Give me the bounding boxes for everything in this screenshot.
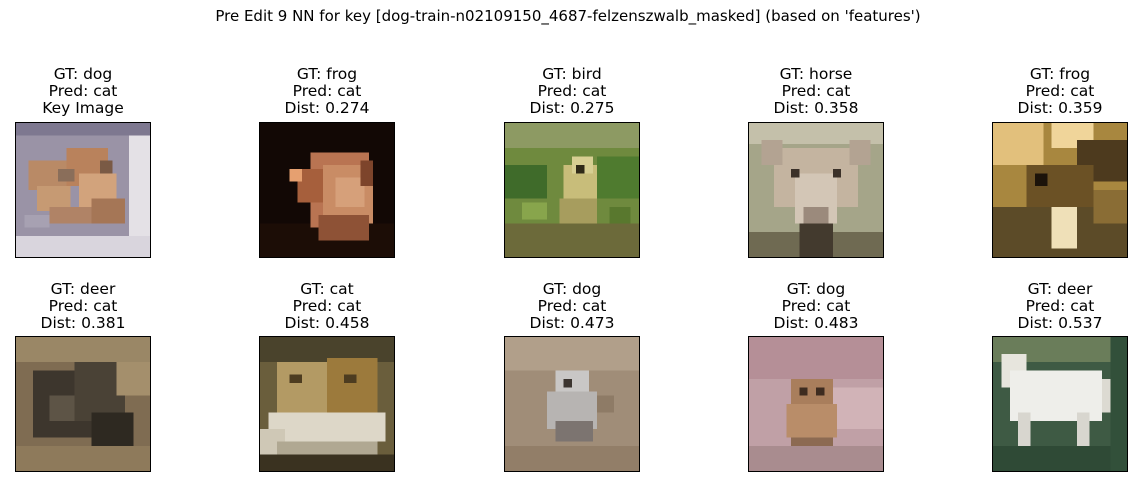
figure-title: Pre Edit 9 NN for key [dog-train-n021091… <box>0 7 1136 25</box>
neighbor-image-thumbnail <box>504 336 640 472</box>
distance-label: Dist: 0.537 <box>952 315 1136 332</box>
distance-label: Dist: 0.483 <box>708 315 924 332</box>
gt-label: GT: dog <box>708 281 924 298</box>
panel-caption: GT: deer Pred: cat Dist: 0.537 <box>952 281 1136 332</box>
panel-caption: GT: frog Pred: cat Dist: 0.274 <box>219 66 435 117</box>
pred-label: Pred: cat <box>952 298 1136 315</box>
neighbor-image-thumbnail <box>259 122 395 258</box>
pred-label: Pred: cat <box>952 83 1136 100</box>
pred-label: Pred: cat <box>708 83 924 100</box>
gt-label: GT: dog <box>464 281 680 298</box>
gt-label: GT: dog <box>0 66 191 83</box>
panel-caption: GT: dog Pred: cat Key Image <box>0 66 191 117</box>
neighbor-image-thumbnail <box>748 122 884 258</box>
key-image-label: Key Image <box>0 100 191 117</box>
distance-label: Dist: 0.358 <box>708 100 924 117</box>
key-image-thumbnail <box>15 122 151 258</box>
gt-label: GT: cat <box>219 281 435 298</box>
gt-label: GT: deer <box>0 281 191 298</box>
pred-label: Pred: cat <box>0 83 191 100</box>
neighbor-image-thumbnail <box>15 336 151 472</box>
neighbor-image-thumbnail <box>259 336 395 472</box>
gt-label: GT: bird <box>464 66 680 83</box>
pred-label: Pred: cat <box>708 298 924 315</box>
neighbor-image-thumbnail <box>504 122 640 258</box>
neighbor-image-thumbnail <box>992 336 1128 472</box>
distance-label: Dist: 0.473 <box>464 315 680 332</box>
panel-caption: GT: frog Pred: cat Dist: 0.359 <box>952 66 1136 117</box>
neighbor-image-thumbnail <box>992 122 1128 258</box>
panel-caption: GT: dog Pred: cat Dist: 0.473 <box>464 281 680 332</box>
gt-label: GT: frog <box>952 66 1136 83</box>
gt-label: GT: horse <box>708 66 924 83</box>
pred-label: Pred: cat <box>219 83 435 100</box>
panel-caption: GT: deer Pred: cat Dist: 0.381 <box>0 281 191 332</box>
pred-label: Pred: cat <box>464 298 680 315</box>
neighbor-image-thumbnail <box>748 336 884 472</box>
distance-label: Dist: 0.458 <box>219 315 435 332</box>
gt-label: GT: frog <box>219 66 435 83</box>
distance-label: Dist: 0.274 <box>219 100 435 117</box>
distance-label: Dist: 0.381 <box>0 315 191 332</box>
pred-label: Pred: cat <box>464 83 680 100</box>
pred-label: Pred: cat <box>0 298 191 315</box>
pred-label: Pred: cat <box>219 298 435 315</box>
panel-caption: GT: dog Pred: cat Dist: 0.483 <box>708 281 924 332</box>
distance-label: Dist: 0.359 <box>952 100 1136 117</box>
panel-caption: GT: bird Pred: cat Dist: 0.275 <box>464 66 680 117</box>
panel-caption: GT: horse Pred: cat Dist: 0.358 <box>708 66 924 117</box>
distance-label: Dist: 0.275 <box>464 100 680 117</box>
panel-caption: GT: cat Pred: cat Dist: 0.458 <box>219 281 435 332</box>
gt-label: GT: deer <box>952 281 1136 298</box>
